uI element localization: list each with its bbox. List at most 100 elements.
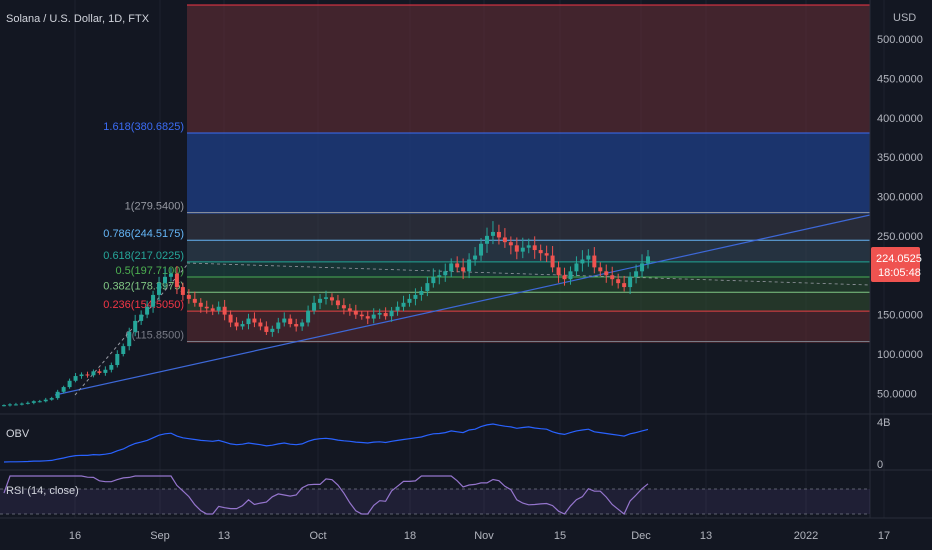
candle-body	[168, 273, 173, 277]
time-tick: Nov	[474, 530, 494, 542]
candle-body	[490, 231, 495, 236]
candle-body	[467, 259, 472, 272]
candle-body	[210, 308, 215, 311]
candle-body	[115, 354, 120, 366]
fib-labels: 1.618(380.6825) 1(279.5400) 0.786(244.5175…	[103, 121, 184, 342]
price-tick: 450.0000	[877, 73, 923, 85]
candle-body	[538, 250, 543, 254]
candle-body	[502, 237, 507, 243]
candle-body	[628, 276, 633, 288]
candle-body	[377, 313, 382, 315]
candle-body	[198, 302, 203, 307]
candle-body	[192, 298, 197, 303]
currency-label: USD	[893, 12, 916, 24]
fib-zone-1	[187, 214, 870, 241]
candle-body	[556, 267, 561, 276]
candle-body	[288, 318, 293, 325]
candle-body	[97, 371, 102, 373]
fib-zone-0382	[187, 293, 870, 312]
price-tick: 350.0000	[877, 152, 923, 164]
fib-level-label: 0.5(197.7100)	[116, 265, 185, 277]
obv-tick-zero: 0	[877, 459, 883, 471]
time-tick: Oct	[309, 530, 326, 542]
fib-level-label: 0.236(154.5050)	[103, 299, 184, 311]
candle-body	[598, 267, 603, 272]
time-tick: Sep	[150, 530, 170, 542]
candle-body	[640, 263, 645, 272]
candle-body	[526, 245, 531, 248]
candle-body	[496, 231, 501, 238]
fib-zone-0618	[187, 261, 870, 278]
obv-label: OBV	[6, 428, 30, 440]
fib-level-label: 0.618(217.0225)	[103, 250, 184, 262]
last-price-badge[interactable]	[871, 247, 920, 282]
price-tick: 300.0000	[877, 192, 923, 204]
candle-body	[604, 271, 609, 276]
candle-body	[246, 318, 251, 325]
candle-body	[520, 247, 525, 252]
candle-body	[13, 404, 18, 406]
candle-body	[252, 318, 257, 323]
rsi-label: RSI (14, close)	[6, 485, 79, 497]
time-tick: 13	[218, 530, 230, 542]
candle-body	[592, 255, 597, 268]
time-tick: 18	[404, 530, 416, 542]
time-tick: 15	[554, 530, 566, 542]
price-tick: 50.0000	[877, 388, 917, 400]
candle-body	[25, 402, 30, 404]
price-tick: 400.0000	[877, 113, 923, 125]
candle-body	[485, 235, 489, 244]
candle-body	[622, 283, 627, 288]
candle-body	[634, 271, 639, 277]
candle-body	[353, 310, 358, 315]
candle-body	[455, 263, 460, 268]
candle-body	[461, 267, 466, 272]
candle-body	[234, 322, 239, 327]
time-axis-ticks: 16 Sep 13 Oct 18 Nov 15 Dec 13 2022 17	[69, 530, 890, 542]
candle-body	[174, 273, 179, 288]
candle-body	[85, 374, 90, 376]
candle-body	[19, 403, 24, 405]
candle-body	[389, 310, 394, 317]
candle-body	[437, 275, 442, 277]
price-tick: 250.0000	[877, 231, 923, 243]
candle-body	[616, 279, 621, 284]
candle-body	[180, 287, 185, 295]
candle-body	[413, 294, 418, 299]
candle-body	[574, 263, 579, 272]
candle-body	[2, 405, 6, 407]
candle-body	[473, 255, 478, 260]
candle-body	[318, 298, 323, 303]
candle-body	[341, 305, 346, 309]
candle-body	[580, 259, 585, 264]
candle-body	[294, 324, 299, 327]
candle-body	[55, 391, 60, 399]
candle-body	[324, 297, 328, 299]
candles	[2, 221, 650, 407]
fib-zone-05	[187, 278, 870, 293]
candle-body	[222, 306, 227, 315]
candle-body	[562, 275, 567, 280]
candle-body	[431, 276, 436, 284]
rsi-band	[0, 489, 870, 514]
candle-body	[258, 322, 263, 327]
chart-title: Solana / U.S. Dollar, 1D, FTX	[6, 13, 150, 25]
fib-level-label: 0.786(244.5175)	[103, 228, 184, 240]
candle-body	[306, 310, 311, 323]
candle-body	[121, 346, 126, 354]
fib-level-label: 1(279.5400)	[125, 201, 184, 213]
candle-body	[646, 256, 650, 264]
candle-body	[228, 314, 233, 323]
fib-zone-0236	[187, 312, 870, 343]
fib-zone-1618	[187, 133, 870, 214]
candle-body	[312, 302, 317, 311]
candle-body	[73, 376, 78, 381]
candle-body	[109, 365, 114, 370]
candle-body	[240, 324, 245, 327]
candle-body	[276, 322, 281, 329]
candle-body	[151, 294, 156, 307]
candle-body	[425, 283, 430, 291]
trend-line[interactable]	[54, 214, 871, 396]
candle-body	[37, 401, 42, 403]
